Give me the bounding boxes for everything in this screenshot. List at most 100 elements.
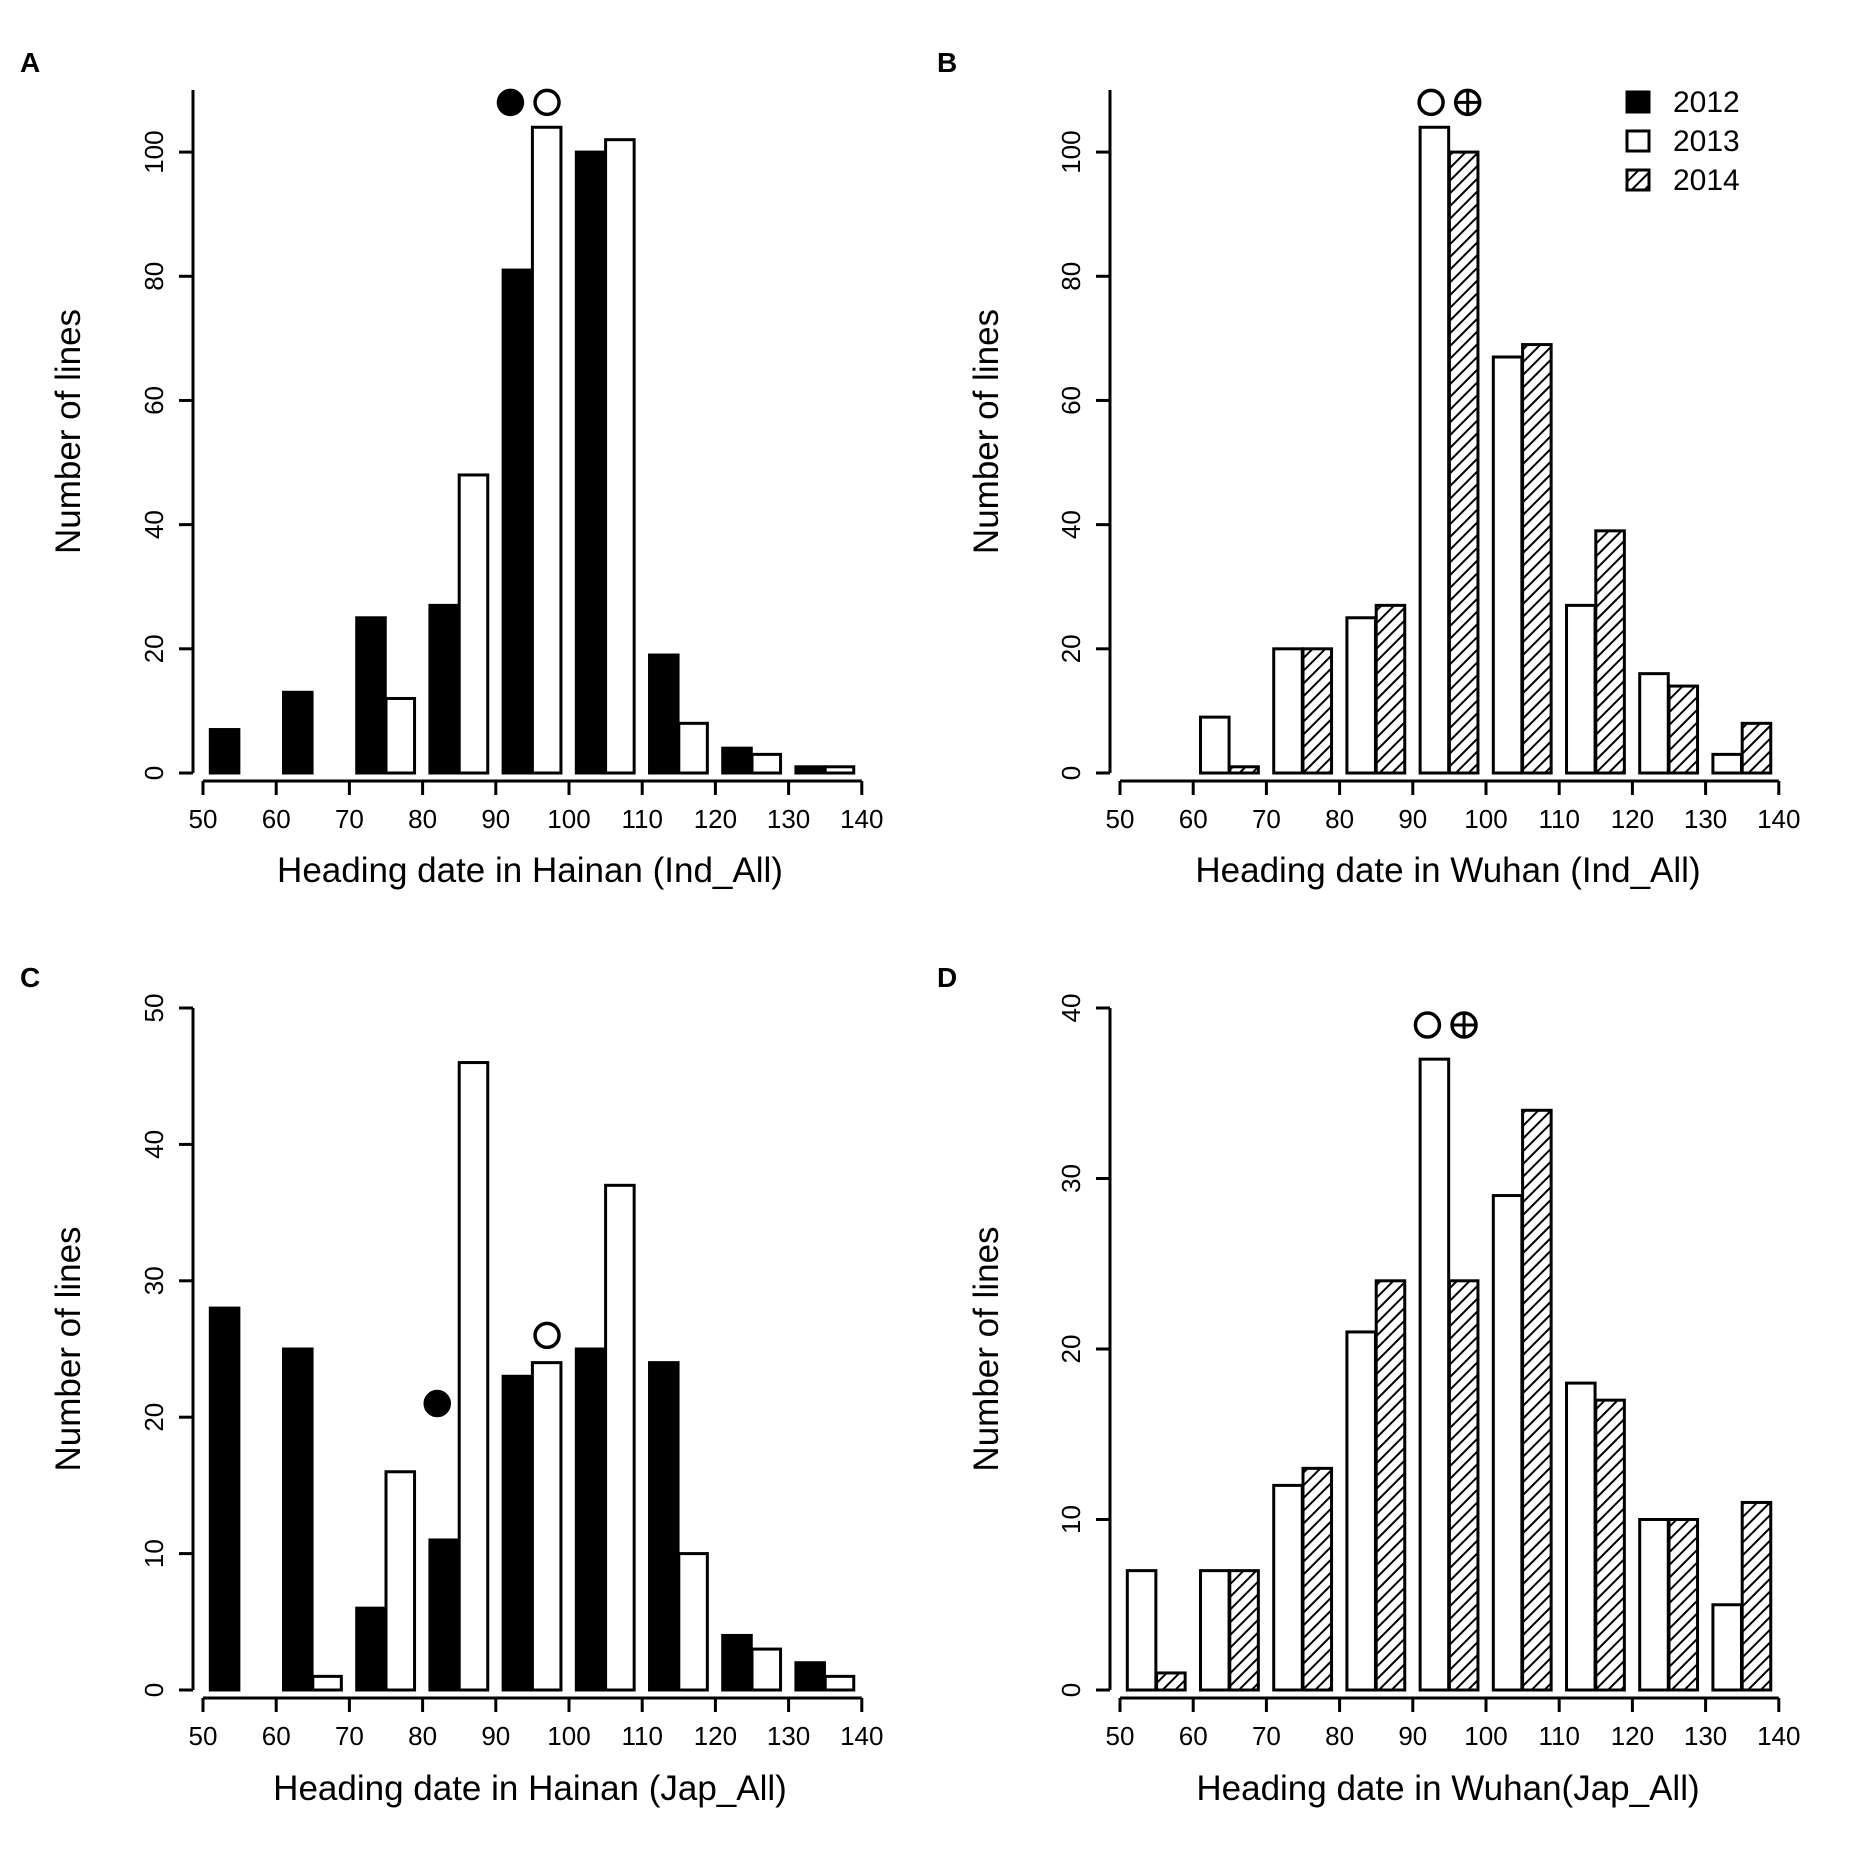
mean-marker-2012 [496,88,525,117]
x-tick-label: 80 [408,804,437,834]
y-tick-label: 40 [139,1130,169,1159]
x-tick-label: 80 [1325,1721,1354,1751]
y-tick-label: 20 [139,634,169,663]
bar-2013-70 [384,1470,417,1692]
x-tick-label: 100 [1464,1721,1507,1751]
x-tick-label: 80 [1325,804,1354,834]
y-tick-label: 80 [1056,262,1086,291]
bar-2012-80 [428,1538,460,1692]
bar-2012-120 [721,1633,753,1692]
y-axis-title: Number of lines [49,1226,88,1471]
y-axis-title: Number of lines [49,309,88,554]
bar-2012-60 [282,1347,314,1692]
x-tick-label: 140 [1757,804,1800,834]
bar-2014-120 [1667,684,1700,775]
mean-marker-2012 [423,1389,451,1418]
y-tick-label: 40 [1056,994,1086,1023]
x-tick-label: 50 [189,1721,218,1751]
bar-2014-90 [1447,1279,1480,1692]
x-tick-label: 140 [1757,1721,1800,1751]
x-tick-label: 130 [1684,1721,1727,1751]
bar-2013-110 [677,1552,709,1692]
bar-2012-90 [501,268,534,775]
x-tick-label: 130 [767,1721,810,1751]
mean-marker-2013 [1413,1011,1442,1039]
bar-2013-120 [750,1647,783,1692]
bar-2014-110 [1594,529,1626,775]
bar-2013-70 [1272,1483,1304,1692]
bar-2012-100 [574,150,607,775]
x-axis-title: Heading date in Wuhan(Jap_All) [1196,1769,1699,1808]
y-tick-label: 30 [1056,1164,1086,1193]
bar-2013-80 [1345,1330,1377,1692]
bar-2013-60 [1199,1569,1231,1692]
bar-2013-110 [1565,1381,1597,1692]
bar-2013-90 [1418,1057,1451,1692]
bar-2013-130 [1711,1603,1743,1692]
bar-2012-120 [721,746,753,775]
y-tick-label: 100 [1056,130,1086,173]
bar-2013-60 [1199,715,1231,775]
bar-2014-70 [1301,1466,1334,1692]
chart-panel-c: C 0 10 20 30 40 50 50 60 70 80 90 100 110 120 130 140 Hea… [20,962,883,1808]
x-tick-label: 70 [335,1721,364,1751]
x-tick-label: 70 [1252,1721,1281,1751]
x-tick-label: 140 [840,1721,883,1751]
bar-2014-110 [1594,1398,1626,1692]
bar-2014-80 [1374,1279,1407,1692]
mean-marker-2013 [533,88,561,117]
y-tick-label: 50 [139,994,169,1023]
y-tick-label: 40 [139,510,169,539]
x-axis-title: Heading date in Wuhan (Ind_All) [1195,851,1700,890]
bar-2012-60 [282,690,314,775]
bar-2014-130 [1740,721,1773,775]
legend-swatch-2012 [1625,90,1651,114]
mean-marker-2013 [1417,88,1445,117]
y-tick-label: 60 [139,386,169,415]
bar-2013-100 [604,138,636,775]
x-tick-label: 100 [1464,804,1507,834]
x-tick-label: 60 [262,1721,291,1751]
x-tick-label: 110 [1538,1721,1579,1751]
bar-2012-50 [208,1306,241,1692]
bar-2012-110 [648,1361,680,1692]
bar-2013-50 [1125,1569,1158,1692]
x-tick-label: 80 [408,1721,437,1751]
bar-2013-130 [823,1674,856,1692]
bar-2014-70 [1301,647,1334,775]
x-axis-title: Heading date in Hainan (Jap_All) [273,1769,787,1808]
panel-label: D [937,962,957,993]
y-tick-label: 0 [139,766,169,780]
x-tick-label: 60 [1179,804,1208,834]
legend-label: 2014 [1673,164,1740,197]
x-tick-label: 50 [1106,804,1135,834]
y-tick-label: 30 [139,1266,169,1295]
y-axis-title: Number of lines [967,1226,1006,1471]
y-tick-label: 10 [1056,1505,1086,1534]
x-tick-label: 110 [621,1721,662,1751]
legend-swatch-2013 [1625,129,1651,153]
bar-2013-70 [1272,647,1304,775]
x-axis-title: Heading date in Hainan (Ind_All) [277,851,783,890]
bar-2013-100 [1491,355,1524,775]
x-tick-label: 110 [621,804,662,834]
bar-2012-100 [574,1347,607,1692]
x-tick-label: 120 [1611,1721,1654,1751]
x-tick-label: 90 [1398,1721,1427,1751]
bar-2012-90 [501,1374,534,1692]
bar-2014-130 [1740,1500,1773,1692]
bar-2013-130 [823,765,856,775]
bar-2013-60 [311,1674,343,1692]
y-tick-label: 60 [1056,386,1086,415]
chart-panel-d: D 0 10 20 30 40 50 60 70 80 90 100 110 120 130 140 Headi… [937,962,1800,1808]
x-tick-label: 60 [262,804,291,834]
bar-2014-80 [1374,603,1407,775]
y-tick-label: 100 [139,130,169,173]
bar-2014-90 [1447,150,1480,775]
x-tick-label: 50 [189,804,218,834]
y-tick-label: 10 [139,1539,169,1568]
x-tick-label: 90 [481,804,510,834]
bar-2014-50 [1155,1671,1187,1692]
bar-2013-110 [1565,603,1597,775]
